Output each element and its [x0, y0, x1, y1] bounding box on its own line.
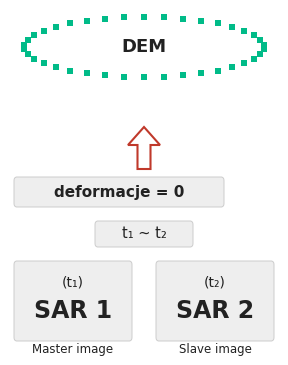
FancyBboxPatch shape	[14, 261, 132, 341]
Text: (t₂): (t₂)	[204, 276, 226, 290]
Polygon shape	[128, 127, 160, 169]
Text: SAR 1: SAR 1	[34, 299, 112, 323]
FancyBboxPatch shape	[14, 177, 224, 207]
Text: Slave image: Slave image	[179, 342, 251, 356]
Text: DEM: DEM	[122, 38, 166, 56]
Text: t₁ ~ t₂: t₁ ~ t₂	[122, 227, 166, 242]
Text: Master image: Master image	[33, 342, 113, 356]
Text: SAR 2: SAR 2	[176, 299, 254, 323]
FancyBboxPatch shape	[156, 261, 274, 341]
Text: deformacje = 0: deformacje = 0	[54, 184, 184, 200]
Text: (t₁): (t₁)	[62, 276, 84, 290]
FancyBboxPatch shape	[95, 221, 193, 247]
